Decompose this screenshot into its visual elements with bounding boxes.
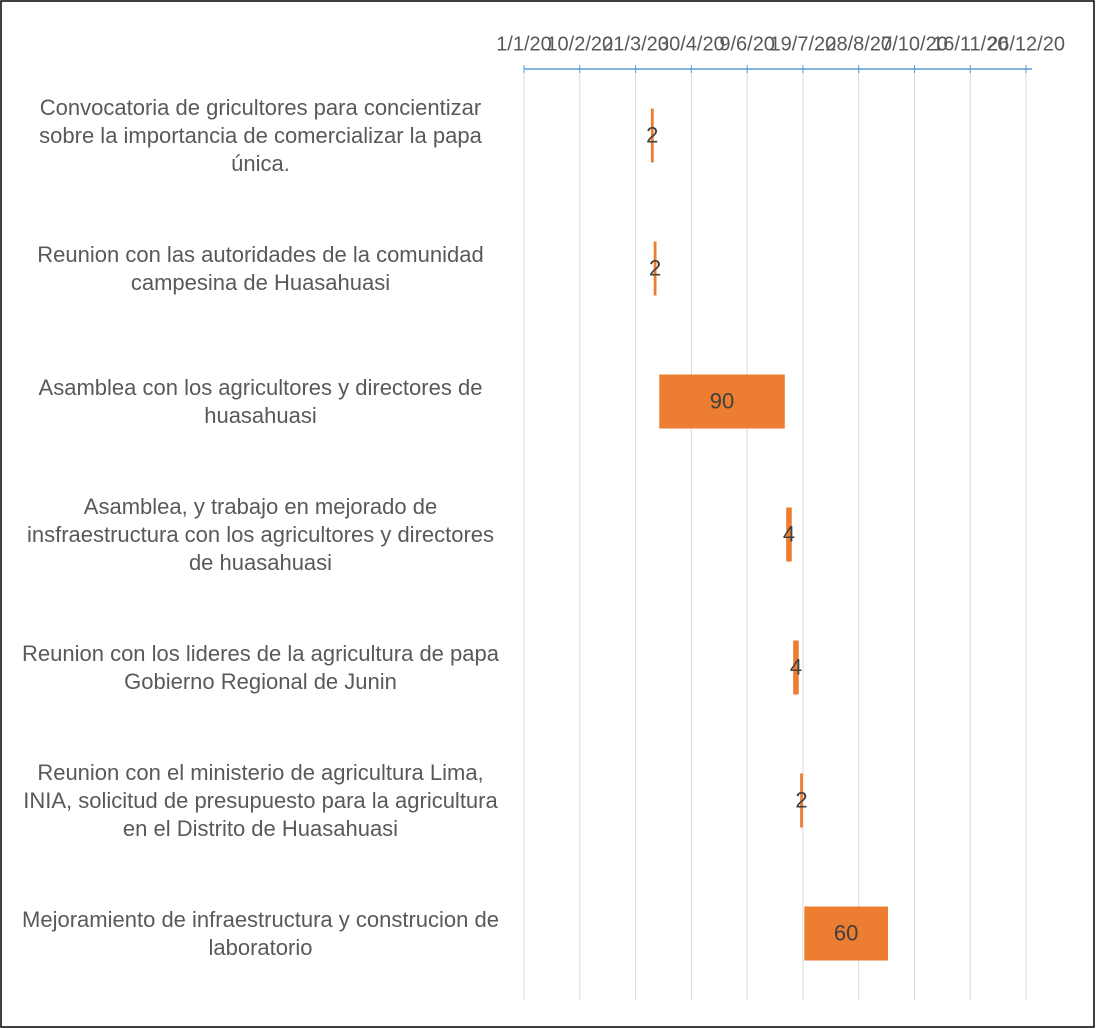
data-label: 2 — [646, 122, 658, 147]
x-tick-label: 26/12/20 — [987, 33, 1065, 55]
x-tick-label: 9/6/20 — [719, 33, 775, 55]
bar — [786, 507, 792, 562]
x-tick-label: 10/2/20 — [546, 33, 613, 55]
bar — [650, 108, 654, 163]
y-tick-label: Reunion con los lideres de la agricultur… — [22, 640, 499, 694]
bar — [800, 773, 803, 828]
category-label-box: Reunion con los lideres de la agricultur… — [20, 601, 501, 734]
bar — [653, 241, 657, 296]
y-tick-label: Asamblea, y trabajo en mejorado de insfr… — [26, 493, 495, 575]
data-label: 4 — [783, 521, 795, 546]
category-label-box: Convocatoria de gricultores para concien… — [20, 69, 501, 202]
y-tick-label: Convocatoria de gricultores para concien… — [39, 94, 482, 176]
category-label-box: Mejoramiento de infraestructura y constr… — [20, 867, 501, 1000]
category-label-box: Asamblea, y trabajo en mejorado de insfr… — [20, 468, 501, 601]
data-label: 90 — [710, 388, 734, 413]
data-label: 60 — [834, 920, 858, 945]
y-tick-label: Reunion con el ministerio de agricultura… — [23, 759, 498, 841]
x-tick-label: 28/8/20 — [825, 33, 892, 55]
bar — [804, 906, 888, 961]
bar — [793, 640, 799, 695]
y-tick-label: Asamblea con los agricultores y director… — [38, 374, 483, 428]
x-tick-label: 21/3/20 — [602, 33, 669, 55]
y-tick-label: Mejoramiento de infraestructura y constr… — [22, 906, 499, 960]
data-label: 2 — [649, 255, 661, 280]
data-label: 2 — [795, 787, 807, 812]
category-label-box: Reunion con las autoridades de la comuni… — [20, 202, 501, 335]
x-tick-label: 16/11/20 — [932, 33, 1008, 55]
data-label: 4 — [790, 654, 802, 679]
x-tick-label: 30/4/20 — [658, 33, 725, 55]
x-tick-label: 1/1/20 — [496, 33, 552, 55]
category-label-box: Asamblea con los agricultores y director… — [20, 335, 501, 468]
x-tick-label: 7/10/20 — [881, 33, 948, 55]
category-label-box: Reunion con el ministerio de agricultura… — [20, 734, 501, 867]
y-tick-label: Reunion con las autoridades de la comuni… — [37, 241, 484, 295]
x-tick-label: 19/7/20 — [770, 33, 837, 55]
bar — [659, 374, 785, 429]
